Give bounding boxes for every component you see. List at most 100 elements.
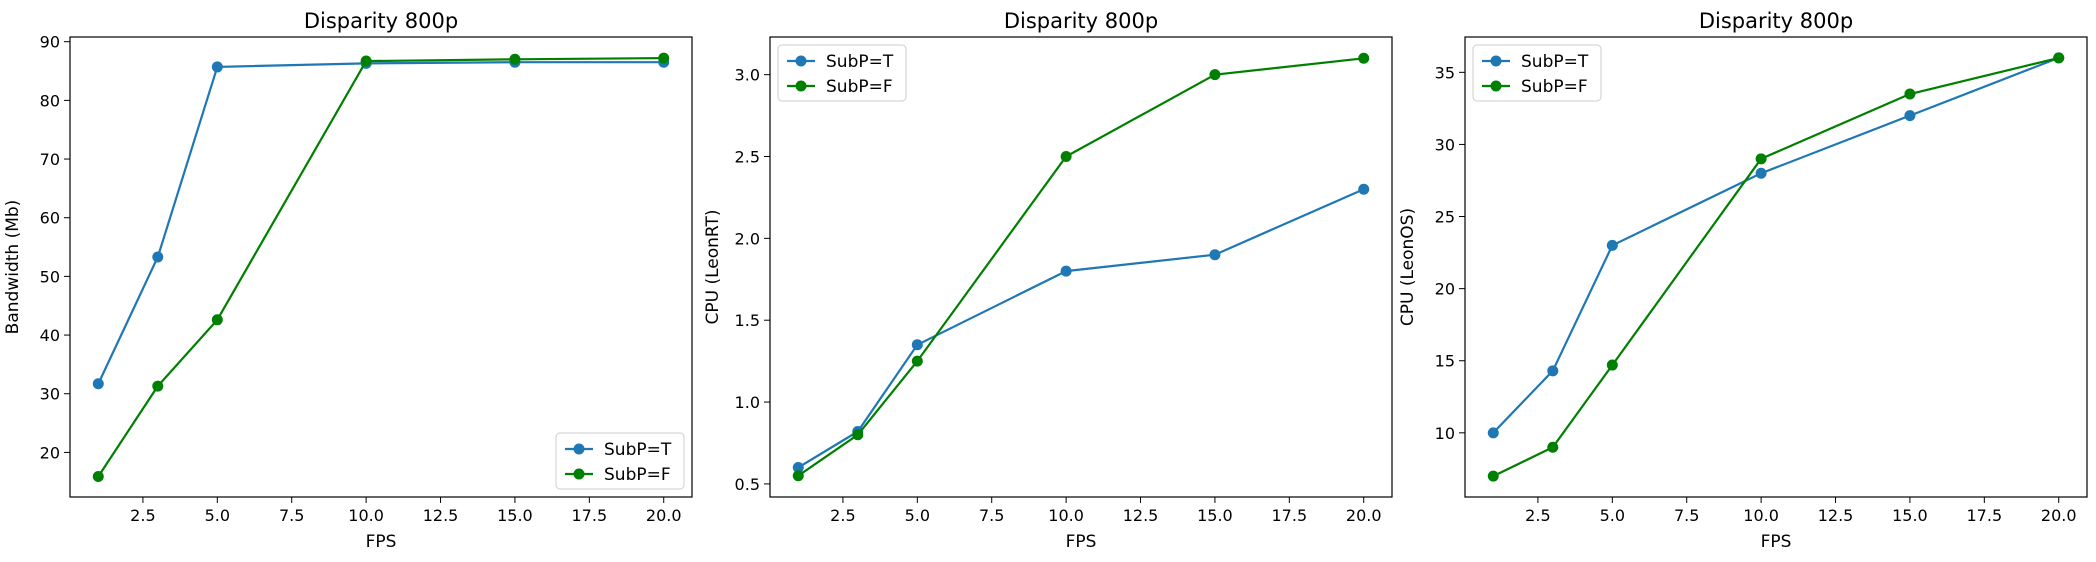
y-tick-label: 10 <box>1435 424 1455 443</box>
y-tick-label: 1.5 <box>735 311 760 330</box>
data-point <box>1060 265 1072 277</box>
x-tick-label: 10.0 <box>348 506 384 525</box>
x-tick-label: 2.5 <box>830 506 855 525</box>
data-point <box>152 251 164 263</box>
y-tick-label: 25 <box>1435 208 1455 227</box>
data-point <box>911 355 923 367</box>
legend-label: SubP=F <box>826 77 893 97</box>
data-point <box>1547 365 1559 377</box>
data-point <box>2053 52 2065 64</box>
series-line-subp-t <box>97 61 664 385</box>
legend-marker <box>573 443 585 455</box>
data-point <box>211 61 223 73</box>
plot-area <box>69 36 693 498</box>
data-point <box>792 462 804 474</box>
legend-label: SubP=F <box>604 465 671 485</box>
y-tick-label: 70 <box>40 150 60 169</box>
data-point <box>1755 167 1767 179</box>
x-tick-label: 12.5 <box>1818 506 1854 525</box>
data-point <box>852 429 864 441</box>
data-point <box>1358 52 1370 64</box>
x-tick-label: 17.5 <box>1272 506 1308 525</box>
x-tick-label: 7.5 <box>1674 506 1699 525</box>
data-point <box>1904 110 1916 122</box>
x-tick-label: 15.0 <box>497 506 533 525</box>
x-tick-label: 5.0 <box>1600 506 1625 525</box>
series-line-subp-f <box>97 57 664 478</box>
data-point <box>792 470 804 482</box>
data-point <box>1606 239 1618 251</box>
y-tick-label: 80 <box>40 91 60 110</box>
x-axis-label: FPS <box>1761 532 1792 552</box>
y-tick-label: 2.0 <box>735 229 760 248</box>
data-point <box>911 339 923 351</box>
chart-panel-cpu-leonos: Disparity 800p 2.5 5.0 7.5 10.0 12.5 15.0 17.5 2… <box>1398 9 2088 552</box>
series-line-subp-t <box>1492 56 2060 434</box>
chart-title: Disparity 800p <box>304 9 458 33</box>
y-tick-label: 40 <box>40 326 60 345</box>
x-tick-label: 5.0 <box>205 506 230 525</box>
legend: SubP=T SubP=F <box>1472 44 1602 102</box>
chart-title: Disparity 800p <box>1004 9 1158 33</box>
legend-label: SubP=T <box>1521 52 1589 72</box>
data-point <box>658 52 670 64</box>
legend-label: SubP=F <box>1521 77 1588 97</box>
data-point <box>1060 151 1072 163</box>
legend-label: SubP=T <box>604 440 672 460</box>
series-line-subp-f <box>1492 56 2059 478</box>
data-point <box>1547 441 1559 453</box>
y-tick-label: 0.5 <box>735 475 760 494</box>
plot-area <box>769 36 1393 498</box>
legend-marker <box>795 80 807 92</box>
x-tick-label: 20.0 <box>646 506 682 525</box>
x-tick-label: 20.0 <box>2041 506 2077 525</box>
data-point <box>1358 183 1370 195</box>
chart-panel-bandwidth: Disparity 800p 2.5 5.0 7.5 10.0 12.5 15.0 17.5 2… <box>3 9 693 552</box>
x-tick-label: 12.5 <box>1123 506 1159 525</box>
chart-panel-cpu-leonrt: Disparity 800p 2.5 5.0 7.5 10.0 12.5 15.0 17.5 2… <box>703 9 1393 552</box>
y-tick-label: 30 <box>1435 135 1455 154</box>
y-tick-label: 30 <box>40 385 60 404</box>
x-tick-label: 12.5 <box>423 506 459 525</box>
series-line-subp-f <box>797 57 1364 477</box>
y-tick-label: 1.0 <box>735 393 760 412</box>
y-tick-label: 90 <box>40 33 60 52</box>
x-tick-label: 7.5 <box>979 506 1004 525</box>
data-point <box>92 470 104 482</box>
legend-marker <box>573 468 585 480</box>
chart-title: Disparity 800p <box>1699 9 1853 33</box>
legend-marker <box>1490 55 1502 67</box>
data-point <box>152 380 164 392</box>
x-axis-label: FPS <box>1066 532 1097 552</box>
y-tick-label: 20 <box>40 443 60 462</box>
x-tick-label: 10.0 <box>1743 506 1779 525</box>
x-tick-label: 2.5 <box>1525 506 1550 525</box>
data-point <box>211 314 223 326</box>
y-tick-label: 2.5 <box>735 148 760 167</box>
x-tick-label: 15.0 <box>1892 506 1928 525</box>
legend: SubP=T SubP=F <box>777 44 907 102</box>
y-tick-label: 15 <box>1435 352 1455 371</box>
x-tick-label: 10.0 <box>1048 506 1084 525</box>
y-tick-label: 60 <box>40 209 60 228</box>
x-tick-label: 15.0 <box>1197 506 1233 525</box>
x-tick-label: 17.5 <box>572 506 608 525</box>
y-tick-label: 3.0 <box>735 66 760 85</box>
y-tick-label: 50 <box>40 267 60 286</box>
x-tick-label: 17.5 <box>1967 506 2003 525</box>
data-point <box>1209 249 1221 261</box>
data-point <box>1209 69 1221 81</box>
data-point <box>1606 359 1618 371</box>
x-axis-label: FPS <box>366 532 397 552</box>
data-point <box>509 53 521 65</box>
y-axis-label: CPU (LeonRT) <box>703 210 723 325</box>
data-point <box>1487 470 1499 482</box>
x-tick-label: 20.0 <box>1346 506 1382 525</box>
data-point <box>360 55 372 67</box>
y-tick-label: 20 <box>1435 280 1455 299</box>
legend-marker <box>795 55 807 67</box>
series-line-subp-t <box>797 188 1365 469</box>
x-tick-label: 5.0 <box>905 506 930 525</box>
y-tick-label: 35 <box>1435 63 1455 82</box>
